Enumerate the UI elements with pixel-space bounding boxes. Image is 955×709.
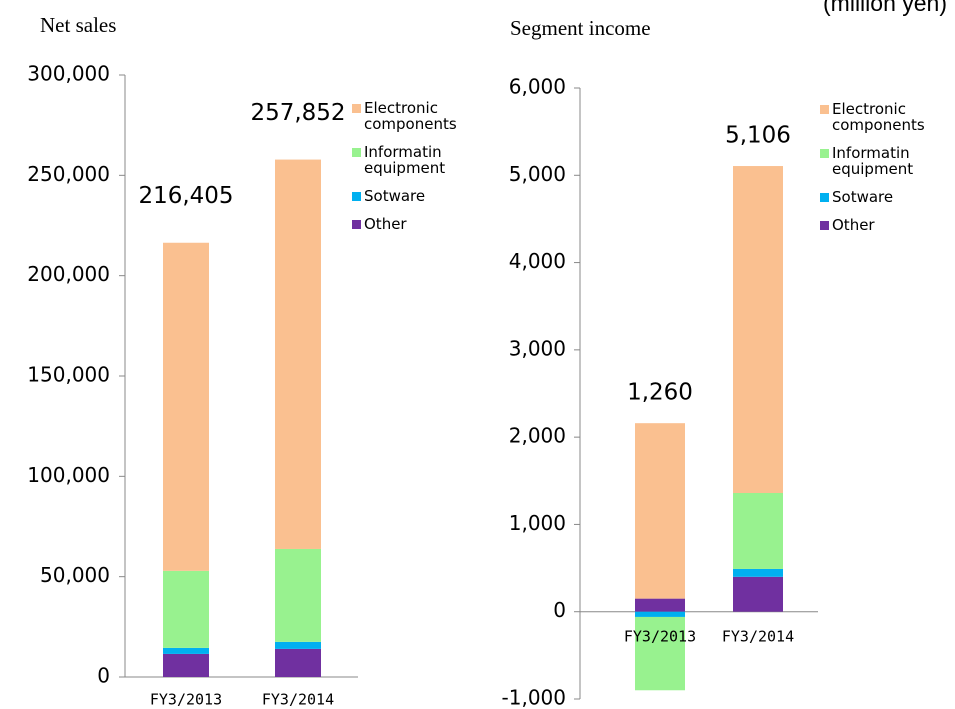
category-label: FY3/2014 — [262, 691, 334, 709]
legend-label: Informatin equipment — [832, 144, 914, 178]
total-label: 257,852 — [250, 100, 345, 126]
legend-item: Sotware — [820, 189, 950, 205]
bar-segment — [275, 641, 321, 649]
y-tick-label: 1,000 — [509, 511, 566, 535]
legend-swatch — [820, 149, 829, 158]
chart-title: Segment income — [510, 16, 651, 40]
category-label: FY3/2013 — [624, 628, 696, 646]
legend-label: Informatin equipment — [364, 143, 446, 177]
bar-segment — [733, 576, 783, 612]
y-tick-label: 200,000 — [27, 262, 110, 286]
y-tick-label: 150,000 — [27, 363, 110, 387]
legend-item: Other — [820, 217, 950, 233]
y-tick-label: 3,000 — [509, 336, 566, 360]
bar-segment — [163, 647, 209, 654]
legend-label: Sotware — [832, 188, 894, 206]
bar-segment — [733, 493, 783, 569]
bar-segment — [275, 548, 321, 642]
y-tick-label: 250,000 — [27, 162, 110, 186]
total-label: 1,260 — [627, 380, 693, 406]
legend-swatch — [352, 192, 361, 201]
legend-swatch — [820, 105, 829, 114]
bar-segment — [635, 616, 685, 691]
category-label: FY3/2013 — [150, 691, 222, 709]
y-tick-label: 6,000 — [509, 75, 566, 99]
y-tick-label: 300,000 — [27, 62, 110, 86]
legend-swatch — [352, 148, 361, 157]
bar-segment — [163, 242, 209, 571]
bar-segment — [635, 423, 685, 599]
legend-swatch — [820, 221, 829, 230]
category-label: FY3/2014 — [722, 628, 794, 646]
legend-label: Other — [364, 215, 407, 233]
bar-segment — [733, 166, 783, 494]
legend-label: Electronic components — [364, 99, 457, 133]
unit-note: (million yen) — [823, 0, 947, 16]
bar-segment — [635, 598, 685, 612]
legend-item: Informatin equipment — [820, 145, 950, 177]
bar-segment — [275, 159, 321, 549]
legend-label: Sotware — [364, 187, 426, 205]
bar-segment — [635, 611, 685, 617]
legend-label: Other — [832, 216, 875, 234]
y-tick-label: 5,000 — [509, 162, 566, 186]
bar-segment — [163, 653, 209, 677]
legend-item: Electronic components — [352, 100, 482, 132]
bar-segment — [733, 568, 783, 577]
legend-swatch — [352, 220, 361, 229]
legend-item: Other — [352, 216, 482, 232]
bar-segment — [163, 570, 209, 648]
y-tick-label: 2,000 — [509, 424, 566, 448]
y-tick-label: 4,000 — [509, 249, 566, 273]
legend: Electronic components Informatin equipmen… — [352, 100, 482, 244]
bar-segment — [275, 648, 321, 677]
legend-label: Electronic components — [832, 100, 925, 134]
legend-item: Sotware — [352, 188, 482, 204]
total-label: 5,106 — [725, 123, 791, 149]
y-tick-label: -1,000 — [502, 686, 566, 709]
legend: Electronic components Informatin equipmen… — [820, 101, 950, 245]
y-tick-label: 0 — [553, 598, 566, 622]
y-tick-label: 100,000 — [27, 463, 110, 487]
legend-swatch — [352, 104, 361, 113]
y-tick-label: 50,000 — [40, 563, 110, 587]
legend-item: Informatin equipment — [352, 144, 482, 176]
chart-title: Net sales — [40, 13, 116, 37]
y-tick-label: 0 — [97, 664, 110, 688]
total-label: 216,405 — [138, 183, 233, 209]
legend-item: Electronic components — [820, 101, 950, 133]
legend-swatch — [820, 193, 829, 202]
